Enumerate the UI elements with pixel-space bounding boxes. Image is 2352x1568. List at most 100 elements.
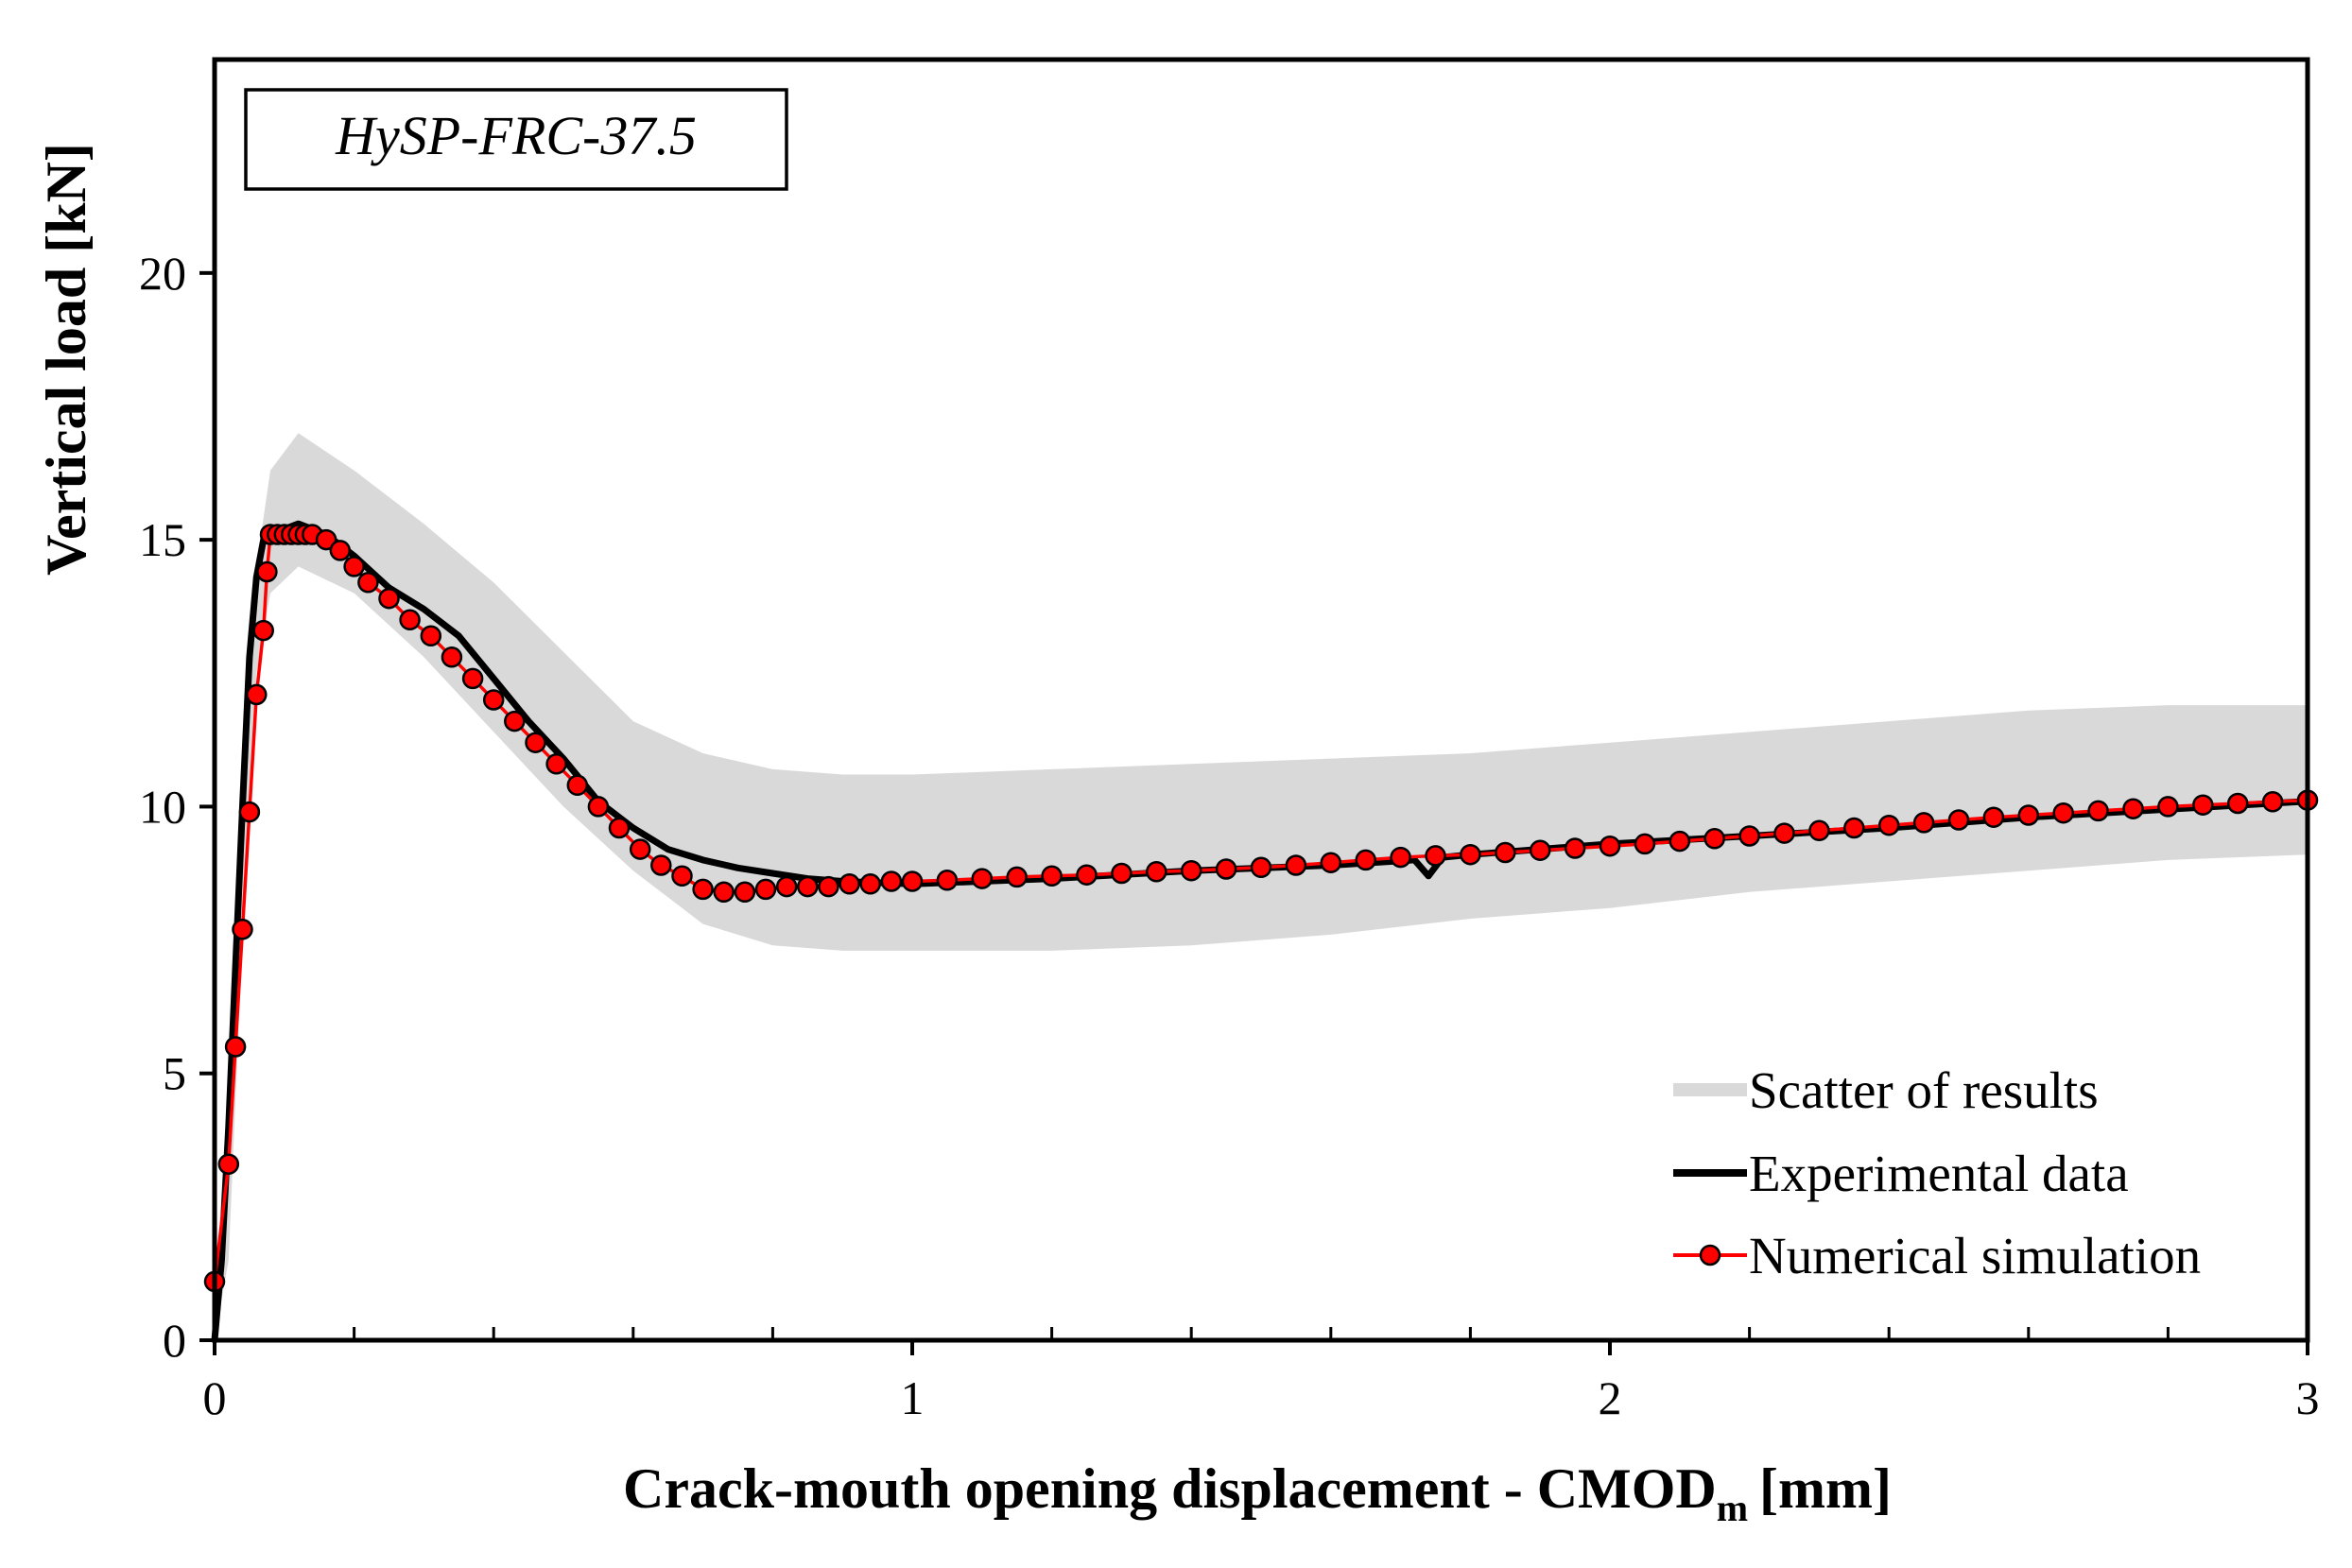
numerical-simulation-point [525, 732, 546, 753]
numerical-simulation-point [256, 560, 278, 583]
x-axis-label-unit: [mm] [1759, 1457, 1892, 1520]
numerical-simulation-point [1599, 835, 1621, 857]
chart-title: HySP-FRC-37.5 [335, 105, 697, 166]
numerical-simulation-point [775, 875, 798, 898]
y-tick-label: 15 [139, 513, 186, 566]
y-tick-label: 10 [139, 780, 186, 833]
axis-layer: 0 5 10 15 20 0 1 2 3 [139, 247, 2320, 1424]
y-tick-label: 20 [139, 247, 186, 300]
numerical-simulation-point [2226, 792, 2249, 815]
numerical-simulation-point [1180, 859, 1202, 882]
numerical-simulation-point [1912, 812, 1935, 834]
numerical-simulation-point [936, 870, 959, 891]
numerical-simulation-point [1634, 833, 1656, 855]
x-axis-label: Crack-mouth opening displacement - CMODm… [623, 1457, 1892, 1529]
numerical-simulation-point [1355, 849, 1376, 871]
numerical-simulation-point [420, 625, 442, 647]
numerical-simulation-point [2052, 801, 2074, 824]
numerical-simulation-point [1390, 846, 1411, 869]
numerical-simulation-point [1947, 809, 1970, 831]
numerical-simulation-point [217, 1153, 240, 1175]
numerical-simulation-point [1425, 845, 1446, 867]
numerical-simulation-point [587, 796, 610, 818]
numerical-simulation-point [1564, 837, 1586, 859]
legend-label-scatter: Scatter of results [1749, 1061, 2099, 1119]
x-axis-label-main: Crack-mouth opening displacement - CMOD [623, 1457, 1717, 1520]
numerical-simulation-point [566, 774, 589, 797]
x-tick-label: 3 [2296, 1371, 2320, 1424]
numerical-simulation-point [1529, 839, 1551, 861]
numerical-simulation-point [1460, 843, 1481, 866]
numerical-simulation-point [734, 881, 756, 904]
numerical-simulation-point [482, 689, 505, 711]
numerical-simulation-point [692, 878, 714, 901]
numerical-simulation-point [441, 646, 463, 668]
scatter-band [215, 433, 2308, 1340]
numerical-simulation-point [608, 817, 631, 839]
numerical-simulation-point [329, 540, 352, 561]
numerical-simulation-point [859, 873, 881, 895]
numerical-simulation-point [1320, 852, 1342, 873]
numerical-simulation-point [378, 587, 400, 610]
numerical-simulation-point [461, 667, 484, 690]
numerical-simulation-point [1006, 866, 1028, 888]
legend-label-experimental: Experimental data [1749, 1145, 2129, 1202]
numerical-simulation-point [1041, 865, 1063, 887]
y-tick-label: 0 [163, 1314, 186, 1367]
numerical-simulation-point [343, 556, 365, 577]
numerical-simulation-point [1773, 822, 1795, 844]
numerical-simulation-point [232, 919, 253, 940]
legend-label-simulation: Numerical simulation [1749, 1227, 2201, 1284]
numerical-simulation-point [246, 683, 268, 706]
x-axis-label-subscript: m [1717, 1487, 1748, 1529]
numerical-simulation-point [1076, 864, 1098, 886]
numerical-simulation-point [399, 609, 421, 631]
numerical-simulation-point [252, 619, 274, 642]
simulation-layer [203, 524, 2319, 1293]
numerical-simulation-point [818, 875, 839, 898]
x-tick-label: 0 [203, 1371, 227, 1424]
numerical-simulation-point [2122, 798, 2144, 819]
numerical-simulation-point [839, 873, 860, 895]
legend: Scatter of results Experimental data Num… [1673, 1061, 2201, 1284]
numerical-simulation-point [1250, 856, 1272, 879]
numerical-simulation-point [1738, 825, 1760, 847]
numerical-simulation-point [754, 878, 777, 901]
numerical-simulation-point [650, 854, 672, 876]
x-tick-label: 1 [901, 1371, 925, 1424]
numerical-simulation-point [1669, 830, 1691, 853]
numerical-simulation-point [224, 1036, 247, 1058]
plot-frame [212, 57, 2310, 1343]
numerical-simulation-point [1982, 806, 2005, 828]
numerical-simulation-point [2261, 791, 2284, 813]
numerical-simulation-point [2087, 800, 2109, 822]
numerical-simulation-point [671, 865, 693, 887]
numerical-simulation-point [2192, 794, 2214, 816]
numerical-simulation-point [238, 801, 261, 823]
numerical-simulation-point [880, 870, 903, 892]
scatter-band-layer [215, 433, 2308, 1340]
numerical-simulation-point [1495, 841, 1516, 864]
x-tick-label: 2 [1599, 1371, 1622, 1424]
numerical-simulation-point [2157, 796, 2179, 818]
numerical-simulation-point [1877, 814, 1900, 836]
numerical-simulation-point [629, 838, 651, 860]
numerical-simulation-point [1215, 858, 1237, 880]
legend-swatch-simulation-marker [1699, 1244, 1721, 1266]
numerical-simulation-point [2017, 804, 2040, 826]
numerical-simulation-point [797, 875, 819, 898]
numerical-simulation-point [713, 881, 735, 904]
numerical-simulation-point [357, 572, 379, 594]
numerical-simulation-point [1146, 861, 1167, 883]
numerical-simulation-point [901, 870, 924, 892]
title-box [244, 88, 788, 191]
numerical-simulation-point [971, 868, 994, 889]
numerical-simulation-point [1703, 828, 1725, 850]
numerical-simulation-point [504, 710, 526, 732]
numerical-simulation-point [1843, 817, 1865, 839]
y-axis-label: Vertical load [kN] [35, 143, 97, 576]
numerical-simulation-point [1111, 862, 1133, 885]
numerical-simulation-point [1285, 854, 1307, 876]
numerical-simulation-point [545, 753, 567, 775]
